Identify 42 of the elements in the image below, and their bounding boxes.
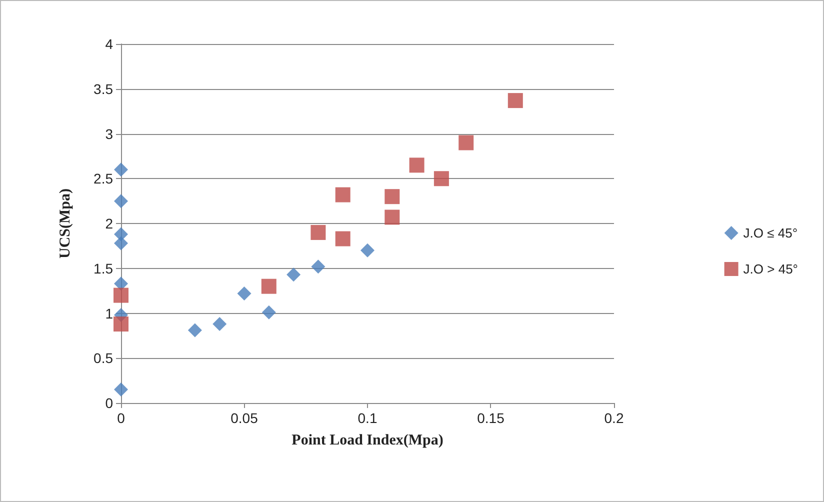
x-tick-label: 0.1 xyxy=(358,410,378,426)
point xyxy=(114,194,128,208)
point xyxy=(360,243,374,258)
point xyxy=(114,162,128,177)
point xyxy=(434,171,449,186)
point xyxy=(212,317,227,332)
point xyxy=(310,224,326,240)
point xyxy=(262,305,276,320)
y-tick-label: 0 xyxy=(105,395,114,411)
y-tick-label: 2.5 xyxy=(94,170,114,187)
point xyxy=(335,187,350,202)
point xyxy=(409,158,424,173)
point xyxy=(114,276,128,291)
point xyxy=(237,286,252,301)
y-tick-label: 1 xyxy=(105,305,114,322)
point xyxy=(508,93,523,108)
point xyxy=(261,278,276,294)
y-axis-title: UCS(Mpa) xyxy=(58,188,74,258)
point xyxy=(384,189,400,204)
point xyxy=(114,236,128,250)
y-tick-label: 3.5 xyxy=(94,80,114,97)
legend-label: J.O > 45° xyxy=(743,262,798,276)
point xyxy=(114,316,128,332)
point xyxy=(335,231,350,246)
point xyxy=(311,260,326,274)
y-tick-label: 1.5 xyxy=(94,260,114,276)
x-tick-label: 0.2 xyxy=(604,410,624,426)
x-tick-label: 0.05 xyxy=(230,410,258,426)
legend-label: J.O ≤ 45° xyxy=(743,226,798,240)
y-tick-label: 4 xyxy=(105,36,114,52)
point xyxy=(286,268,301,282)
x-tick-label: 0 xyxy=(117,410,126,426)
point xyxy=(188,323,202,338)
y-tick-label: 0.5 xyxy=(94,350,114,366)
x-axis-title: Point Load Index(Mpa) xyxy=(292,432,444,448)
y-tick-label: 3 xyxy=(105,126,114,142)
point xyxy=(458,135,474,150)
point xyxy=(114,382,128,397)
point xyxy=(114,288,128,303)
y-tick-label: 2 xyxy=(105,216,114,232)
point xyxy=(384,210,400,225)
x-tick-label: 0.15 xyxy=(477,410,505,426)
